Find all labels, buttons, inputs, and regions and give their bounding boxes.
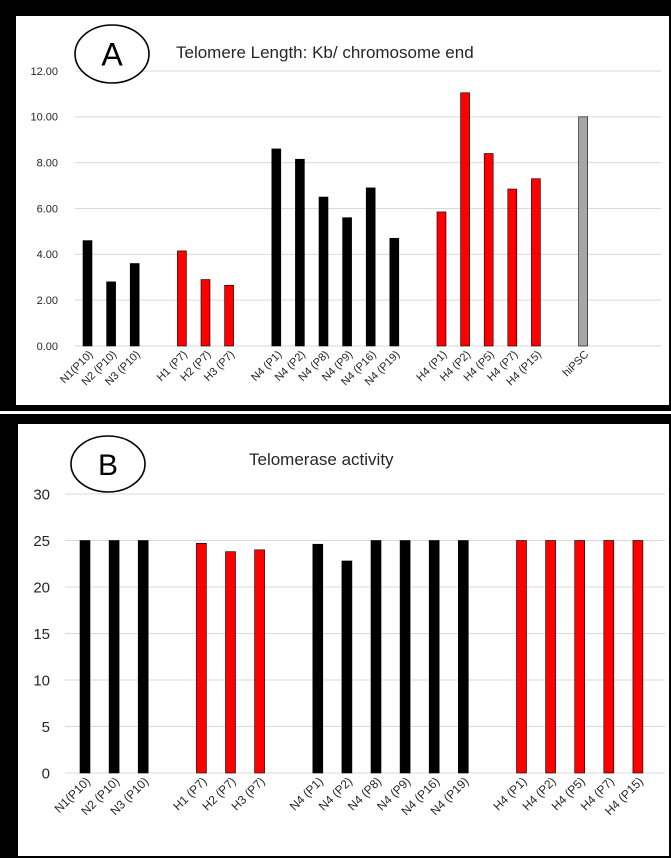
panel-a: 0.00 2.00 4.00 6.00 8.00 10.00 12.00 A Telomere …: [0, 0, 671, 411]
y-tick-label: 30: [33, 486, 50, 503]
bar: [129, 263, 140, 347]
y-tick-label: 0.00: [37, 341, 58, 353]
y-tick-label: 8.00: [37, 158, 58, 170]
y-tick-label: 25: [33, 533, 50, 550]
bar: [224, 284, 234, 347]
bar: [295, 158, 305, 347]
bar: [254, 549, 265, 774]
bar: [271, 148, 282, 347]
bar: [516, 540, 527, 774]
telomere-length-chart: 0.00 2.00 4.00 6.00 8.00 10.00 12.00 A Telomere …: [16, 16, 669, 405]
bar: [225, 551, 236, 774]
y-tick-label: 10: [33, 672, 50, 689]
bar: [106, 281, 116, 347]
bar: [457, 540, 469, 774]
bar: [108, 540, 120, 774]
bar: [82, 240, 93, 347]
y-tick-label: 20: [33, 579, 50, 596]
y-tick-label: 15: [33, 626, 50, 643]
bar: [341, 560, 353, 774]
panel-label-circle: [74, 24, 150, 84]
bar: [370, 540, 382, 774]
panel-b: 0 5 10 15 20 25 30 B Telomerase activity N1(P10) N…: [0, 414, 671, 858]
y-tick-label: 10.00: [30, 112, 58, 124]
bar: [137, 540, 149, 774]
y-tick-label: 4.00: [37, 249, 58, 261]
chart-title: Telomere Length: Kb/ chromosome end: [176, 43, 474, 62]
bar: [177, 250, 187, 347]
bar: [483, 153, 494, 347]
bar: [318, 196, 329, 347]
bar: [365, 187, 376, 347]
bar: [428, 540, 440, 774]
y-tick-label: 12.00: [30, 66, 58, 78]
y-tick-label: 2.00: [37, 295, 58, 307]
bar: [574, 540, 586, 774]
panel-label: A: [101, 37, 123, 73]
bar: [196, 542, 207, 774]
bar: [436, 211, 447, 347]
bar: [312, 543, 324, 774]
bar: [632, 540, 644, 774]
bar: [578, 116, 588, 347]
y-tick-label: 0: [42, 765, 50, 782]
bar: [545, 540, 556, 774]
y-tick-label: 6.00: [37, 203, 58, 215]
bar: [460, 92, 470, 347]
bar: [531, 178, 541, 347]
bar: [342, 217, 352, 347]
bar: [507, 188, 518, 347]
bar: [200, 279, 211, 347]
panel-label-circle: [70, 435, 146, 493]
bar: [603, 540, 615, 774]
panel-label: B: [98, 449, 118, 482]
bar: [79, 540, 91, 774]
bar: [399, 540, 411, 774]
chart-title: Telomerase activity: [249, 450, 394, 469]
bar: [389, 237, 400, 347]
y-tick-label: 5: [42, 719, 50, 736]
